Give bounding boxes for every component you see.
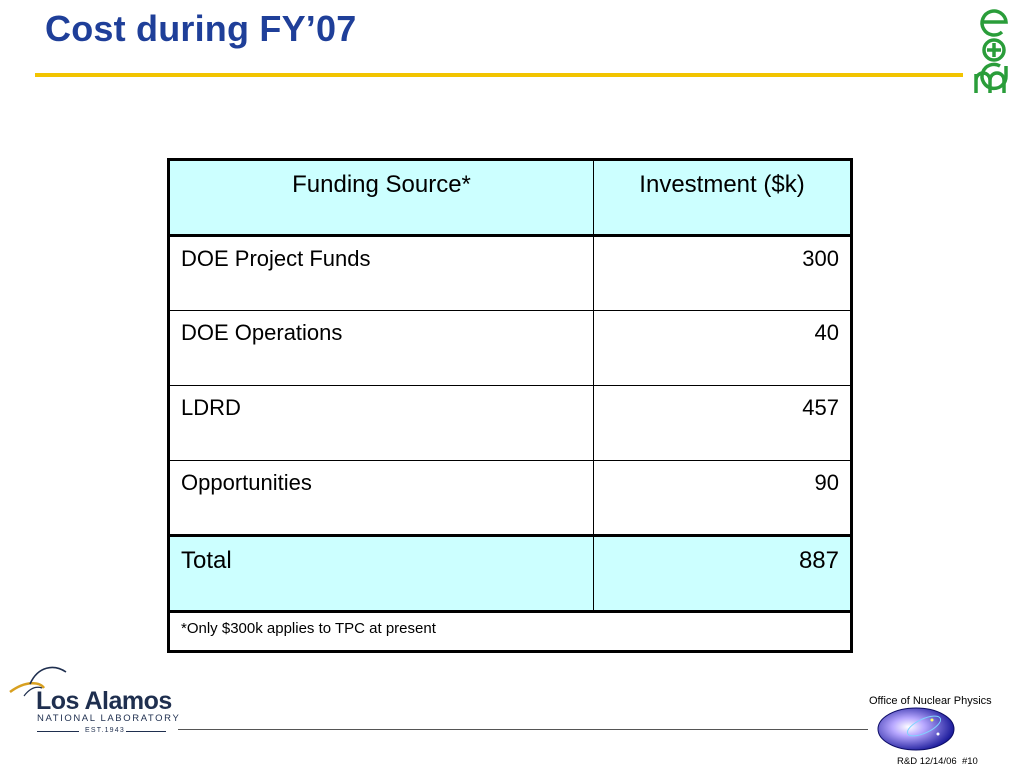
table-row: LDRD 457 [168,385,852,461]
slide-number: R&D 12/14/06 #10 [897,756,978,767]
title-divider [35,73,963,77]
funding-table: Funding Source* Investment ($k) DOE Proj… [167,158,853,653]
lab-established: EST.1943 [85,727,125,734]
total-label: Total [168,535,594,612]
table-row: DOE Project Funds 300 [168,235,852,311]
lab-name: Los Alamos [36,687,172,715]
los-alamos-logo-icon [9,666,67,697]
column-header-investment: Investment ($k) [593,159,852,236]
slide-title: Cost during FY’07 [45,8,357,49]
total-row: Total 887 [168,535,852,612]
footer-divider [178,729,868,730]
edm-logo-icon [974,9,1008,93]
investment-cell: 90 [593,460,852,536]
total-value: 887 [593,535,852,612]
footnote-row: *Only $300k applies to TPC at present [168,611,852,652]
investment-cell: 300 [593,235,852,311]
funding-source-cell: DOE Project Funds [168,235,594,311]
column-header-funding-source: Funding Source* [168,159,594,236]
doe-seal-icon [877,707,955,751]
table-footnote: *Only $300k applies to TPC at present [168,611,852,652]
funding-source-cell: Opportunities [168,460,594,536]
table-row: Opportunities 90 [168,460,852,536]
table-header-row: Funding Source* Investment ($k) [168,159,852,236]
office-label: Office of Nuclear Physics [869,695,992,707]
investment-cell: 40 [593,310,852,386]
funding-source-cell: DOE Operations [168,310,594,386]
investment-cell: 457 [593,385,852,461]
funding-source-cell: LDRD [168,385,594,461]
lab-est-rule-right [126,731,166,732]
table-row: DOE Operations 40 [168,310,852,386]
lab-subtitle: NATIONAL LABORATORY [37,713,181,724]
lab-est-rule-left [37,731,79,732]
